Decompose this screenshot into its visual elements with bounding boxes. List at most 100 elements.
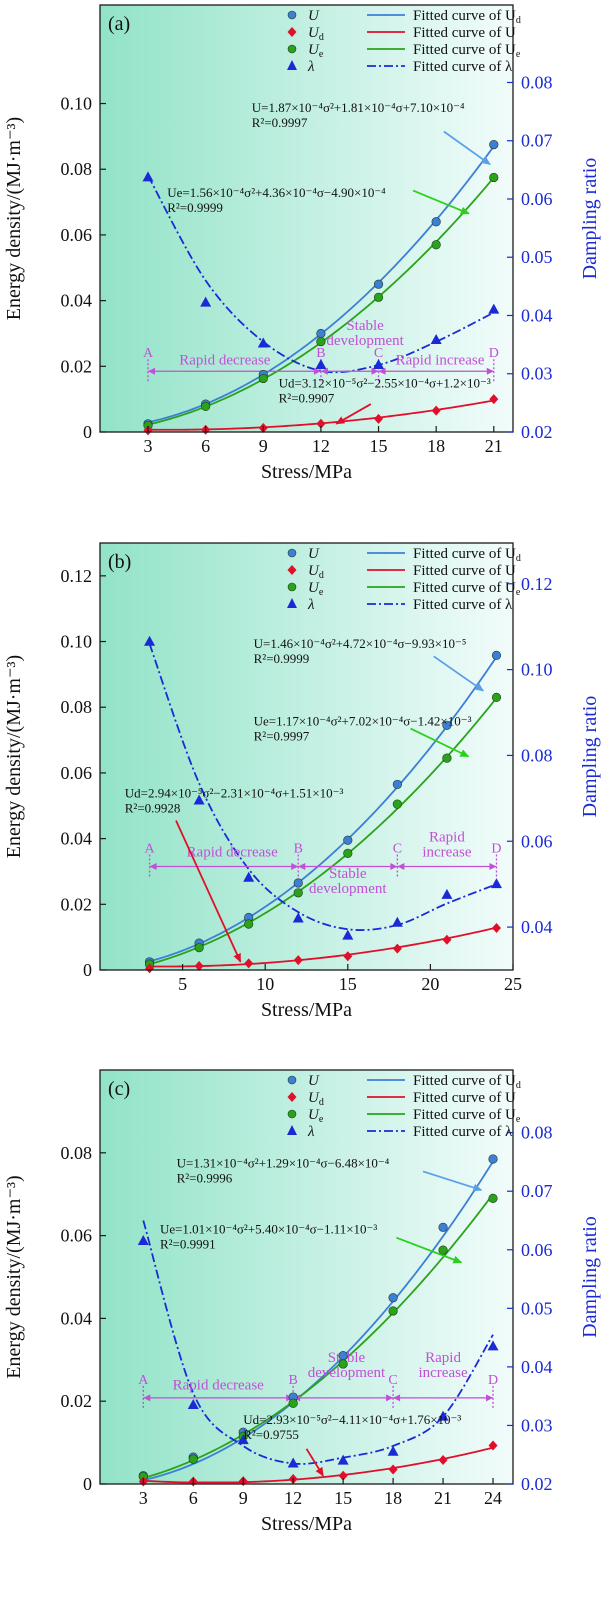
legend-line-label: Fitted curve of Ud [413,546,521,564]
point-Ue [343,848,353,858]
fit-equation: Ue=1.56×10⁻⁴σ²+4.36×10⁻⁴σ−4.90×10⁻⁴ [167,185,386,200]
y-tick-label: 0.10 [61,632,93,652]
stage-name: Stable [329,866,367,882]
stage-label: D [489,346,499,361]
legend-line-label: Fitted curve of U [413,563,516,579]
point-lambda [391,916,403,927]
stage-label: D [491,842,501,857]
point-Ud [442,934,452,945]
y2-tick-label: 0.02 [521,1474,553,1494]
x-tick-label: 12 [284,1488,302,1508]
stage-label: D [488,1373,498,1388]
stage-arrowhead [143,1394,151,1402]
point-Ue [491,692,502,702]
legend-marker [287,1109,297,1119]
point-U [293,878,303,888]
point-lambda [200,296,212,307]
legend-subscript: d [516,1080,521,1091]
point-Ue [438,1245,448,1255]
point-Ud [431,405,441,416]
point-lambda [342,929,354,940]
legend-marker [287,1125,297,1135]
point-Ud [194,961,204,972]
stage-arrowhead [397,863,405,871]
point-U [488,1154,498,1164]
point-lambda [441,888,453,899]
fit-equation: Ue=1.17×10⁻⁴σ²+7.02×10⁻⁴σ−1.42×10⁻³ [254,713,472,728]
point-Ud [388,1464,398,1475]
x-axis-label: Stress/MPa [261,461,352,483]
stage-arrowhead [371,367,379,375]
point-Ue [388,1306,398,1316]
stage-name: development [308,1365,386,1381]
x-tick-label: 25 [504,974,522,994]
legend-line-label: Fitted curve of λ [413,1124,513,1140]
legend-line-label: Fitted curve of Ue [413,580,521,598]
stage-arrowhead [313,367,321,375]
fit-equation: U=1.31×10⁻⁴σ²+1.29×10⁻⁴σ−6.48×10⁻⁴ [177,1155,390,1170]
fit-r-squared: R²=0.9999 [167,200,223,215]
legend-marker [287,27,297,37]
fit-r-squared: R²=0.9991 [160,1237,216,1252]
point-lambda [430,333,442,344]
plot-frame [99,542,514,971]
x-axis-label: Stress/MPa [261,999,352,1021]
y2-tick-label: 0.08 [521,745,553,765]
fitted-curve-lambda [148,643,497,931]
y2-axis-label: Dampling ratio [579,696,601,818]
y-axis-label: Energy density/(MJ·m⁻³) [3,655,25,858]
fit-equation: Ue=1.01×10⁻⁴σ²+5.40×10⁻⁴σ−1.11×10⁻³ [160,1222,377,1237]
y2-tick-label: 0.04 [521,917,553,937]
x-tick-label: 24 [484,1488,502,1508]
stage-label: B [294,842,303,857]
point-Ue [392,799,402,809]
stage-arrowhead [486,1394,494,1402]
point-U [489,139,499,150]
stage-label: A [138,1373,149,1388]
annotation-arrow [175,820,242,963]
point-Ue [201,401,211,411]
annotation-arrow [305,1448,324,1477]
y-tick-label: 0.10 [61,94,93,114]
legend-subscript: d [319,32,324,43]
point-Ue [442,753,452,763]
y-tick-label: 0 [83,1474,92,1494]
point-lambda [337,1454,349,1465]
fit-r-squared: R²=0.9997 [254,728,310,743]
stage-name: Rapid decrease [173,1378,265,1394]
legend-marker [287,10,297,20]
y2-tick-label: 0.08 [521,72,553,92]
point-Ud [488,1440,498,1451]
y2-axis-label: Dampling ratio [579,1216,601,1338]
stage-name: Rapid [429,830,465,846]
stage-label: C [374,346,383,361]
fit-r-squared: R²=0.9755 [243,1427,299,1442]
y-tick-label: 0.02 [61,356,93,376]
plot-frame [99,1069,514,1485]
stage-name: Rapid decrease [187,845,279,861]
point-Ud [489,394,499,405]
legend-marker-label: λ [307,597,315,613]
point-Ue [373,292,384,302]
point-lambda [257,337,269,348]
point-lambda [142,171,154,182]
stage-label: B [316,346,325,361]
stage-arrowhead [489,863,497,871]
y-tick-label: 0.06 [61,763,93,783]
legend-subscript: d [319,1097,324,1108]
panel-label: (a) [108,13,130,35]
point-U [373,279,384,289]
y2-tick-label: 0.06 [521,831,553,851]
point-lambda [237,1434,249,1445]
y2-tick-label: 0.08 [521,1123,553,1143]
x-tick-label: 6 [201,436,210,456]
point-Ud [244,958,254,969]
point-lambda [193,794,205,805]
y-tick-label: 0.08 [61,159,93,179]
panel-label: (b) [108,551,131,573]
stage-label: A [144,842,155,857]
point-Ue [431,240,441,250]
legend-line-label: Fitted curve of λ [413,59,513,75]
